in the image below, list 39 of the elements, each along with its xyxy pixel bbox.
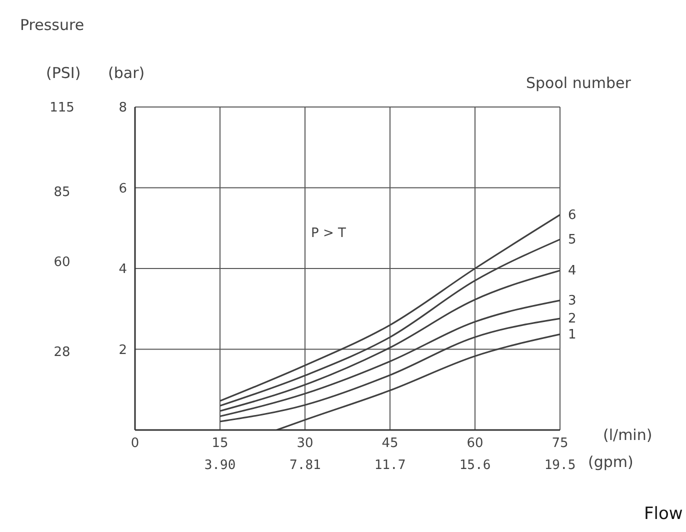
x2-tick-label: 19.5 — [544, 458, 576, 473]
series-label: 1 — [568, 327, 576, 342]
y2-tick-label: 60 — [54, 255, 70, 270]
y2-axis-title: (PSI) — [46, 64, 81, 82]
x-tick-label: 0 — [130, 436, 140, 452]
text: Spool number — [526, 74, 631, 92]
y2-tick-label: 28 — [54, 344, 70, 360]
x-tick-label: 75 — [552, 436, 568, 452]
x2-tick-label: 3.90 — [203, 458, 237, 473]
series-label: 2 — [568, 312, 576, 327]
line-series — [219, 300, 560, 418]
y-tick-label: 2 — [118, 342, 127, 358]
line-series — [276, 334, 560, 430]
line-series — [219, 238, 560, 407]
y-axis-title: (bar) — [108, 64, 145, 82]
x-tick-label: 15 — [212, 436, 228, 452]
x-tick-label: 30 — [296, 436, 314, 452]
annotation: P > T — [311, 226, 346, 241]
series-label: 5 — [568, 232, 576, 248]
text: Pressure — [20, 16, 84, 34]
x-tick-label: 60 — [466, 436, 484, 452]
y-tick-label: 8 — [118, 100, 127, 116]
y-tick-label: 6 — [118, 181, 127, 196]
x2-tick-label: 7.81 — [288, 458, 322, 473]
line-series — [219, 270, 560, 412]
line-series — [219, 214, 560, 402]
x2-tick-label: 15.6 — [458, 458, 492, 473]
series-label: 6 — [568, 208, 576, 223]
x2-axis-title: (gpm) — [588, 453, 634, 471]
series-label: 4 — [568, 264, 576, 279]
text: Flow — [644, 504, 683, 524]
line-series — [219, 318, 560, 422]
x-axis-title: (l/min) — [603, 426, 652, 444]
x2-tick-label: 11.7 — [373, 458, 407, 473]
series-label: 3 — [568, 293, 576, 308]
y2-tick-label: 115 — [50, 100, 74, 116]
y-tick-label: 4 — [118, 262, 127, 278]
y2-tick-label: 85 — [54, 184, 70, 200]
x-tick-label: 45 — [382, 436, 398, 452]
